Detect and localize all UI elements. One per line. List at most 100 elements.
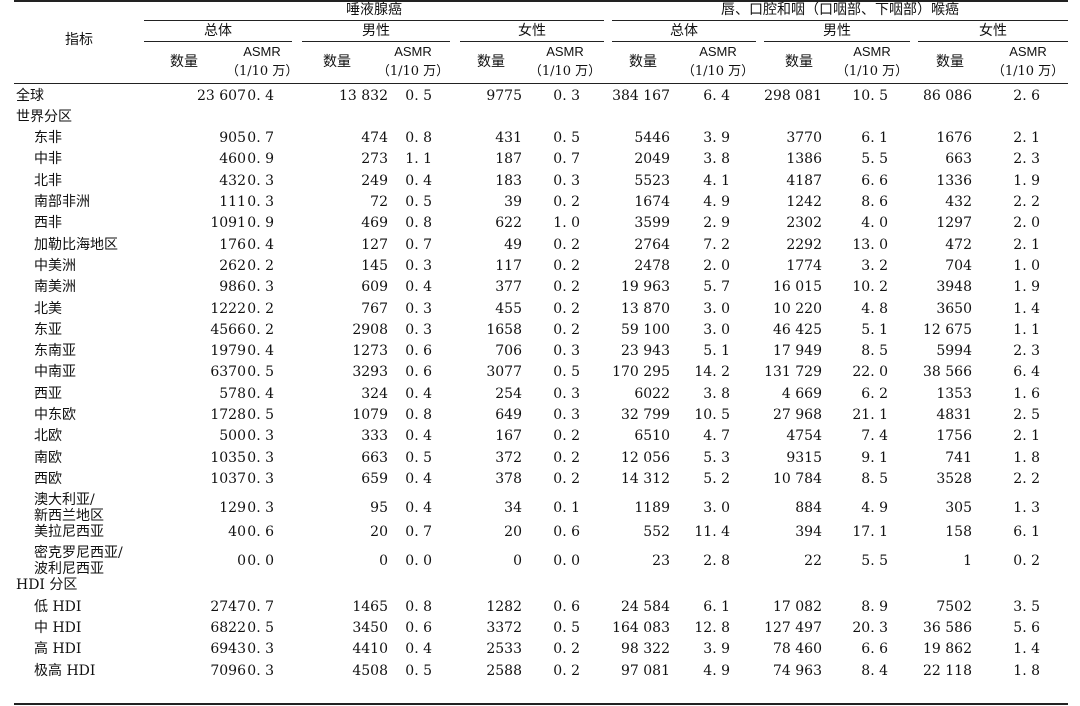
header-bottom-rule: [14, 83, 1068, 84]
table-cell: 474: [361, 130, 388, 147]
table-cell: 5. 5: [861, 552, 888, 569]
table-cell: 6. 1: [861, 130, 888, 147]
table-cell: 158: [945, 524, 972, 541]
table-cell: 3599: [634, 215, 670, 232]
table-cell: 5. 6: [1013, 620, 1040, 636]
table-cell: 127: [361, 236, 388, 253]
table-cell: 5994: [936, 343, 972, 360]
table-cell: 0. 4: [405, 470, 432, 487]
table-cell: 659: [361, 470, 388, 487]
table-cell: 2. 0: [1013, 215, 1040, 232]
table-cell: 0. 5: [247, 407, 274, 423]
table-cell: 0. 4: [405, 428, 432, 445]
table-cell: 4. 1: [703, 172, 730, 189]
table-cell: 1. 9: [1013, 172, 1040, 189]
table-cell: 3372: [486, 620, 522, 636]
table-cell: 2588: [486, 662, 522, 679]
table-cell: 649: [495, 407, 522, 423]
table-cell: 622: [495, 215, 522, 232]
table-cell: 0. 3: [405, 321, 432, 338]
row-label: 澳大利亚/: [34, 491, 95, 508]
header-group-salivary: 唾液腺癌: [346, 2, 402, 18]
table-cell: 17. 1: [852, 524, 888, 541]
table-cell: 2478: [634, 257, 670, 274]
table-cell: 187: [495, 151, 522, 168]
table-cell: 36 586: [923, 620, 972, 636]
row-label: 东亚: [34, 321, 62, 338]
table-cell: 4. 8: [861, 300, 888, 317]
table-cell: 333: [361, 428, 388, 445]
table-cell: 378: [495, 470, 522, 487]
table-cell: 1774: [786, 257, 822, 274]
table-cell: 884: [795, 499, 822, 516]
row-label: 东非: [34, 130, 62, 147]
section-label: HDI 分区: [16, 577, 78, 594]
table-cell: 21. 1: [852, 407, 888, 423]
table-cell: 22: [804, 552, 822, 569]
table-cell: 431: [495, 130, 522, 147]
table-cell: 3. 5: [1013, 598, 1040, 615]
table-cell: 2. 1: [1013, 130, 1040, 147]
col-asmr-unit: （1/10 万）: [226, 64, 299, 79]
row-label: 密克罗尼西亚/: [34, 544, 123, 561]
table-cell: 0. 5: [247, 364, 274, 381]
table-cell: 1037: [210, 470, 246, 487]
table-cell: 0. 9: [247, 215, 274, 232]
table-cell: 0. 7: [553, 151, 580, 168]
table-cell: 0. 2: [247, 321, 274, 338]
table-cell: 0. 2: [553, 470, 580, 487]
table-cell: 0. 0: [405, 552, 432, 569]
table-cell: 39: [504, 194, 522, 210]
table-cell: 0. 2: [553, 641, 580, 658]
table-cell: 0. 3: [247, 279, 274, 296]
table-cell: 706: [495, 343, 522, 360]
table-cell: 5. 7: [703, 279, 730, 296]
table-cell: 4187: [786, 172, 822, 189]
table-cell: 0. 4: [405, 279, 432, 296]
table-cell: 0: [237, 552, 246, 569]
row-label: 西欧: [34, 470, 62, 487]
sub-male-2: 男性: [823, 23, 851, 39]
table-cell: 2049: [634, 151, 670, 168]
row-label: 西非: [34, 215, 62, 232]
table-cell: 0. 4: [247, 343, 274, 360]
col-asmr-unit: （1/10 万）: [681, 64, 755, 79]
table-cell: 472: [945, 236, 972, 253]
table-cell: 4 669: [781, 385, 822, 402]
table-cell: 4831: [936, 407, 972, 423]
table-cell: 6943: [210, 641, 246, 658]
table-cell: 4508: [352, 662, 388, 679]
table-cell: 372: [495, 449, 522, 466]
table-cell: 1222: [210, 300, 246, 317]
table-cell: 0. 3: [405, 300, 432, 317]
table-cell: 6510: [634, 428, 670, 445]
table-cell: 3450: [352, 620, 388, 636]
table-cell: 0. 5: [405, 194, 432, 210]
table-cell: 3. 0: [703, 321, 730, 338]
table-cell: 0. 3: [247, 172, 274, 189]
col-asmr-header: ASMR: [699, 44, 737, 59]
table-cell: 905: [219, 130, 246, 147]
table-cell: 2. 8: [703, 552, 730, 569]
sub-total-1: 总体: [204, 23, 232, 39]
table-cell: 1282: [486, 598, 522, 615]
table-cell: 2292: [786, 236, 822, 253]
table-cell: 0. 2: [247, 257, 274, 274]
table-cell: 4. 9: [703, 662, 730, 679]
table-cell: 20. 3: [852, 620, 888, 636]
col-asmr-header: ASMR: [853, 44, 891, 59]
table-cell: 10. 5: [852, 87, 888, 104]
table-cell: 2. 1: [1013, 428, 1040, 445]
table-cell: 1242: [786, 194, 822, 210]
table-cell: 0. 4: [247, 236, 274, 253]
table-cell: 273: [361, 151, 388, 168]
sub-underline: [144, 41, 292, 42]
table-cell: 9. 1: [861, 449, 888, 466]
table-cell: 663: [945, 151, 972, 168]
table-cell: 1386: [786, 151, 822, 168]
row-label: 极高 HDI: [34, 662, 96, 679]
table-cell: 0. 8: [405, 407, 432, 423]
table-cell: 1273: [352, 343, 388, 360]
table-cell: 19 862: [923, 641, 972, 658]
table-cell: 578: [219, 385, 246, 402]
